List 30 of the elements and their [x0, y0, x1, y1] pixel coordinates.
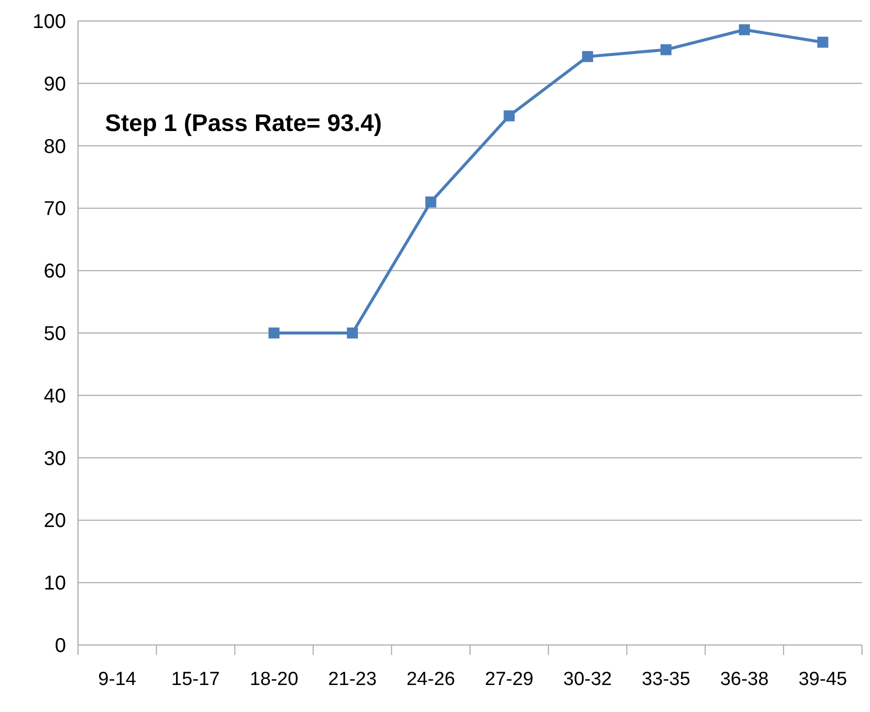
y-tick-label: 30 — [44, 448, 66, 470]
y-tick-label: 80 — [44, 136, 66, 158]
x-tick-label: 15-17 — [171, 669, 220, 690]
point — [738, 24, 750, 36]
y-tick-label: 70 — [44, 198, 66, 220]
annotation: Step 1 (Pass Rate= 93.4) — [105, 110, 382, 137]
point — [268, 328, 280, 338]
point — [660, 44, 672, 56]
x-tick-label: 39-45 — [798, 669, 848, 690]
point — [425, 196, 436, 208]
x-tick-label: 24-26 — [406, 669, 456, 690]
y-tick-label: 0 — [54, 635, 66, 657]
y-tick-label: 100 — [32, 11, 66, 33]
y-tick-label: 50 — [44, 323, 66, 345]
x-tick-label: 30-32 — [563, 669, 612, 690]
y-tick-label: 20 — [44, 510, 66, 532]
point — [504, 110, 515, 122]
x-tick-label: 21-23 — [328, 669, 377, 690]
point — [817, 36, 828, 48]
x-tick-label: 33-35 — [642, 669, 690, 690]
point — [346, 328, 358, 338]
y-tick-label: 90 — [44, 73, 66, 96]
x-tick-label: 9-14 — [98, 669, 137, 690]
y-tick-label: 60 — [44, 260, 66, 283]
x-tick-label: 36-38 — [720, 669, 769, 690]
x-tick-label: 18-20 — [250, 669, 298, 690]
y-tick-label: 10 — [44, 572, 66, 595]
point — [582, 51, 594, 62]
y-tick-label: 40 — [44, 385, 66, 408]
x-tick-label: 27-29 — [484, 669, 534, 690]
